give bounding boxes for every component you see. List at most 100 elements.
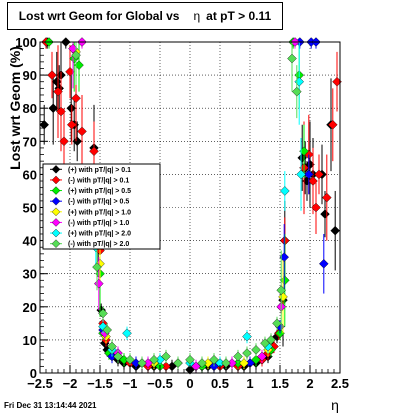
data-point [292,86,302,97]
legend-marker [51,175,61,185]
legend-label: (-) with pT/|q| > 1.0 [68,220,129,227]
data-point [149,354,159,365]
data-point [287,53,297,64]
x-tick-label: 0 [186,376,193,391]
data-point [280,186,290,196]
data-point [221,358,231,368]
x-tick-label: −2 [63,376,78,391]
data-point [320,209,330,219]
data-point [173,358,183,368]
title-part-2: at pT > 0.11 [206,9,272,23]
legend-label: (+) with pT/|q| > 1.0 [68,209,131,216]
timestamp-footer: Fri Dec 31 13:14:44 2021 [4,401,97,410]
data-point [242,331,252,342]
data-point [294,76,304,87]
x-tick-label: −1.5 [87,376,113,391]
legend-marker [51,186,61,195]
data-point [266,335,276,345]
data-point [296,169,306,180]
data-point [257,351,267,362]
series-8 [71,42,302,370]
title-part-1: Lost wrt Geom for Global vs [18,9,180,23]
data-point [185,354,195,365]
data-point [276,285,286,296]
legend-label: (+) with pT/|q| > 0.1 [68,167,131,174]
legend-marker [51,218,61,227]
data-point [311,202,321,213]
legend-label: (+) with pT/|q| > 0.5 [68,188,131,195]
data-point [47,70,57,80]
y-tick-label: 60 [23,167,37,182]
data-point [122,328,132,339]
legend-label: (-) with pT/|q| > 0.1 [68,177,129,184]
title-eta-symbol: η [193,9,201,23]
y-tick-label: 80 [23,101,37,116]
legend-marker [51,165,61,174]
legend-marker [51,228,61,238]
data-point [319,258,329,269]
data-point [125,354,135,365]
legend-label: (-) with pT/|q| > 2.0 [68,241,129,248]
data-point [77,126,87,137]
data-point [137,358,147,368]
chart-title: Lost wrt Geom for Global vs η at pT > 0.… [7,2,283,30]
y-tick-label: 40 [23,234,37,249]
y-tick-label: 100 [15,35,37,50]
data-point [322,192,332,203]
data-point [102,325,112,335]
legend-marker [51,207,61,217]
data-point [209,354,219,365]
data-point [239,358,249,368]
data-point [48,103,58,113]
x-tick-label: 1.5 [271,376,289,391]
data-point [272,318,282,329]
data-point [94,278,104,289]
y-axis-label: Lost wrt Geom (%) [7,46,23,170]
data-layer [39,37,342,375]
y-tick-label: 30 [23,267,37,282]
data-point [251,345,261,355]
data-point [161,351,171,362]
x-tick-label: 0.5 [211,376,229,391]
data-point [67,119,77,130]
x-axis-label: η [331,397,339,413]
data-point [107,341,117,352]
legend: (+) with pT/|q| > 0.1 (-) with pT/|q| > 0… [42,163,161,250]
y-tick-label: 0 [30,366,37,381]
data-point [233,351,243,362]
y-tick-label: 50 [23,201,37,216]
x-tick-label: 1 [246,376,253,391]
data-point [330,225,340,236]
y-tick-label: 20 [23,300,37,315]
data-point [72,136,82,147]
y-tick-label: 10 [23,333,37,348]
data-point [260,338,270,348]
axes-ticks: −2.5 −2 −1.5 −1 −0.5 0 0.5 1 1.5 2 2.5 0 10 20 30 40 50 6… [15,35,349,391]
data-point [98,308,108,319]
y-tick-label: 70 [23,134,37,149]
legend-marker [51,196,61,206]
data-point [308,176,318,186]
x-tick-label: −0.5 [147,376,173,391]
data-point [328,119,338,130]
data-point [242,348,252,358]
data-point [71,93,81,104]
legend-marker [51,239,61,248]
data-point [251,354,261,365]
x-tick-label: −2.5 [27,376,53,391]
data-point [314,169,324,180]
x-tick-label: 2 [306,376,313,391]
legend-box [42,163,161,250]
data-point [39,119,49,130]
y-tick-label: 90 [23,68,37,83]
data-point [71,50,81,61]
legend-label: (-) with pT/|q| > 0.5 [68,199,129,206]
data-point [92,262,102,272]
data-point [89,146,99,157]
x-tick-label: 2.5 [331,376,349,391]
data-point [197,358,207,368]
data-point [304,169,314,180]
legend-label: (+) with pT/|q| > 2.0 [68,231,131,238]
data-point [59,136,69,147]
